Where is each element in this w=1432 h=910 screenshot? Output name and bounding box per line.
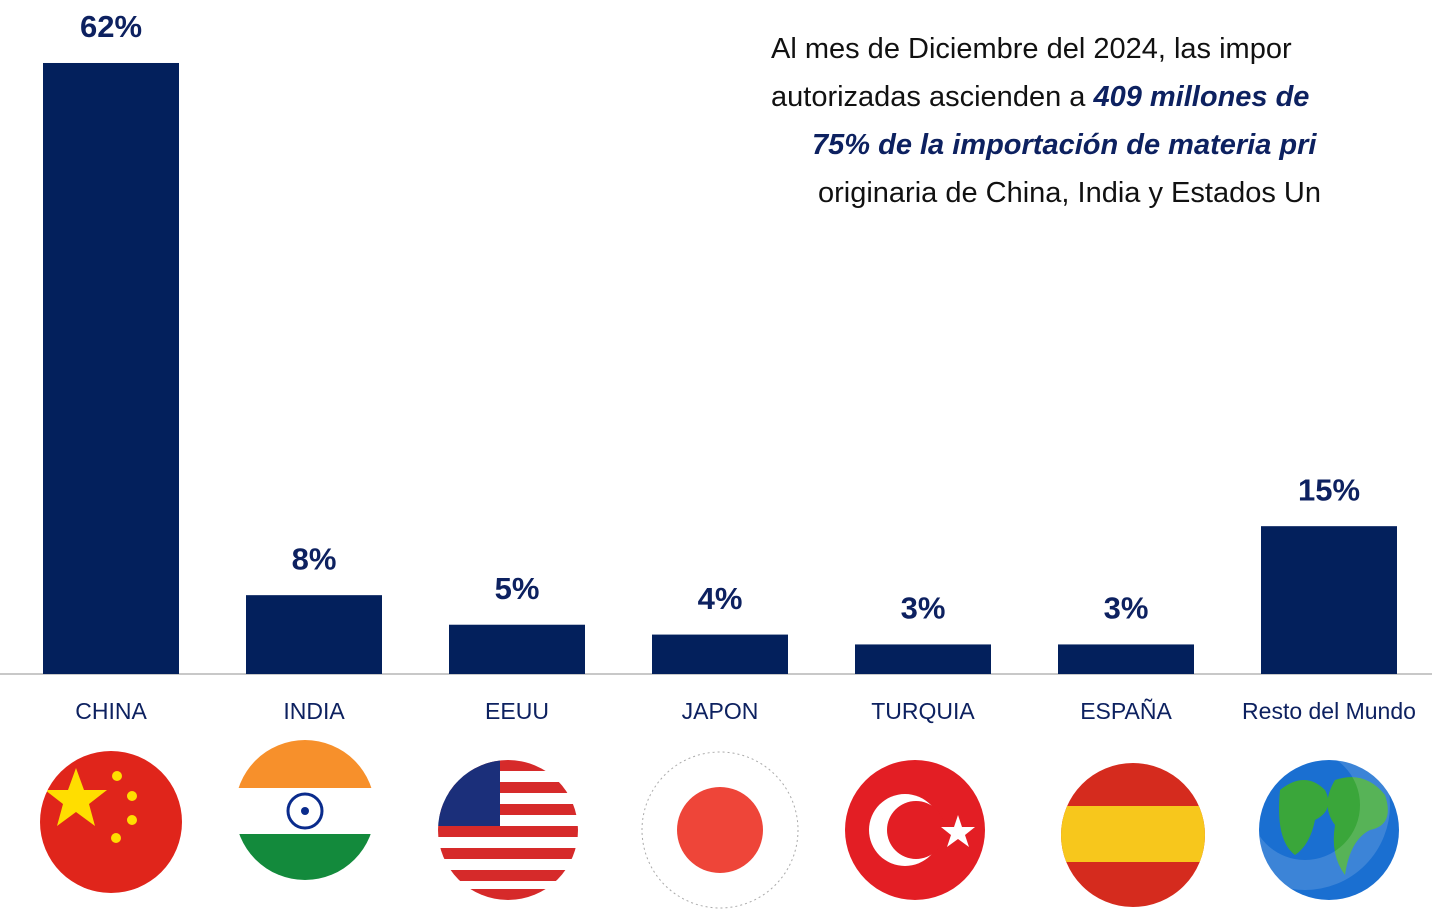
value-label: 3% — [1104, 591, 1149, 626]
value-label: 8% — [292, 541, 337, 576]
x-tick-label: CHINA — [75, 698, 147, 724]
x-tick-label: TURQUIA — [871, 698, 975, 724]
flag-india — [235, 740, 375, 880]
annotation-text: autorizadas ascienden a — [771, 81, 1093, 113]
annotation-text: 409 millones de — [1092, 81, 1309, 113]
globe — [1220, 720, 1399, 900]
bar — [449, 624, 585, 674]
value-label: 4% — [698, 581, 743, 616]
bar — [43, 62, 179, 675]
x-tick-label: ESPAÑA — [1080, 698, 1172, 724]
annotation-text: Al mes de Diciembre del 2024, las impor — [771, 33, 1292, 65]
flag-japan — [641, 751, 799, 909]
x-tick-label: JAPON — [682, 698, 759, 724]
value-label: 3% — [901, 591, 946, 626]
annotation-text: 75% de la importación de materia pri — [812, 129, 1317, 161]
annotation-line: 75% de la importación de materia pri — [812, 129, 1317, 161]
value-label: 15% — [1298, 472, 1360, 507]
annotation-line: originaria de China, India y Estados Un — [818, 177, 1321, 209]
x-tick-label: INDIA — [283, 698, 345, 724]
flag-china — [40, 751, 182, 893]
annotation-text: originaria de China, India y Estados Un — [818, 177, 1321, 209]
annotation-line: autorizadas ascienden a 409 millones de — [771, 81, 1309, 113]
x-tick-label: Resto del Mundo — [1242, 698, 1416, 724]
bar — [855, 644, 991, 674]
bar — [1261, 526, 1397, 674]
x-tick-label: EEUU — [485, 698, 549, 724]
flag-usa — [438, 760, 578, 900]
flag-spain — [1061, 763, 1205, 907]
value-label: 5% — [495, 571, 540, 606]
bar — [1058, 644, 1194, 674]
flag-turkey — [845, 760, 985, 900]
value-label: 62% — [80, 9, 142, 44]
flags — [40, 720, 1399, 909]
bar — [652, 634, 788, 674]
bar — [246, 595, 382, 674]
annotation-line: Al mes de Diciembre del 2024, las impor — [771, 33, 1292, 65]
